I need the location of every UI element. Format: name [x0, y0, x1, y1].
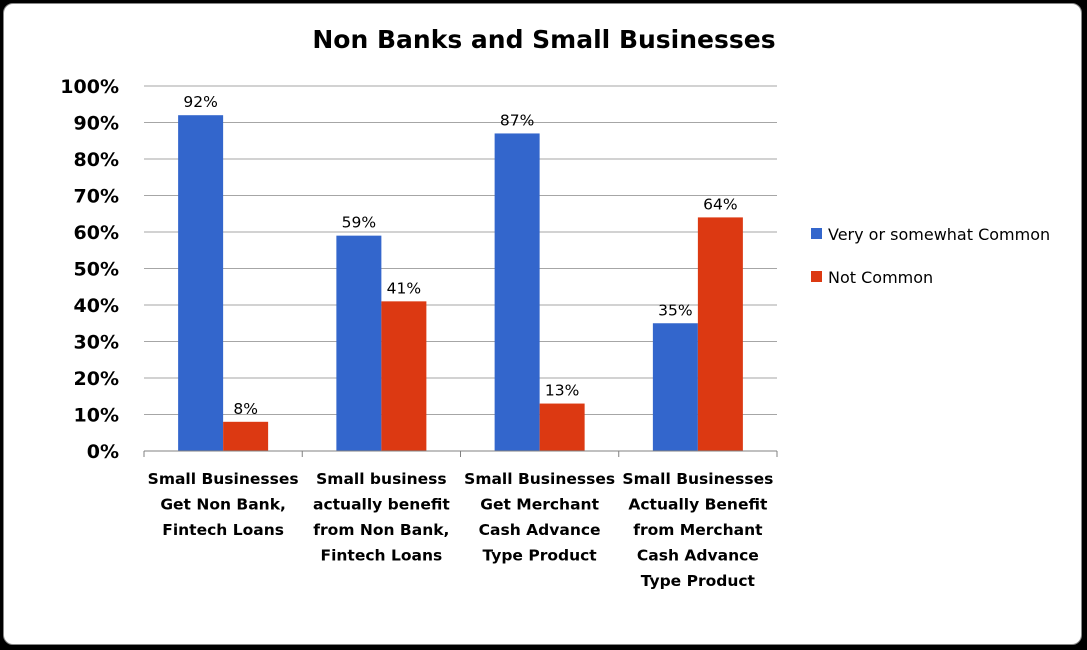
bar [539, 403, 585, 451]
data-label: 8% [233, 400, 258, 418]
bar [178, 115, 224, 451]
y-tick-label: 10% [74, 405, 119, 427]
data-label: 87% [500, 111, 534, 129]
y-axis: 0% 10% 20% 30% 40% 50% 60% 70% 80% 90% 100% [60, 76, 119, 463]
data-label: 64% [703, 195, 737, 213]
y-tick-label: 40% [74, 295, 119, 317]
bar [223, 421, 269, 451]
data-label: 92% [183, 93, 217, 111]
y-tick-label: 0% [87, 441, 119, 463]
bar [697, 217, 743, 451]
data-label: 59% [342, 214, 376, 232]
bars: 92% 8% 59% 41% 87% 13% 35% 64% [178, 93, 743, 451]
legend-label: Not Common [828, 268, 933, 287]
data-label: 13% [545, 382, 579, 400]
y-tick-label: 90% [74, 113, 119, 135]
chart-title: Non Banks and Small Businesses [312, 25, 775, 54]
bar [381, 301, 427, 451]
y-tick-label: 100% [60, 76, 119, 98]
legend-swatch [811, 271, 822, 282]
bar [336, 235, 382, 451]
x-category-label: Small Businesses Actually Benefit from Mer… [622, 470, 773, 590]
y-tick-label: 70% [74, 186, 119, 208]
data-label: 41% [387, 279, 421, 297]
x-category-label: Small Businesses Get Non Bank, Fintech Loa… [148, 470, 299, 539]
legend: Very or somewhat Common Not Common [811, 225, 1050, 287]
bar [494, 133, 540, 451]
y-tick-label: 20% [74, 368, 119, 390]
legend-swatch [811, 228, 822, 239]
x-axis: Small Businesses Get Non Bank, Fintech Loa… [143, 450, 778, 590]
y-tick-label: 60% [74, 222, 119, 244]
bar [652, 323, 698, 451]
data-label: 35% [658, 301, 692, 319]
x-category-label: Small Businesses Get Merchant Cash Advance… [464, 470, 615, 565]
legend-label: Very or somewhat Common [828, 225, 1050, 244]
y-tick-label: 30% [74, 332, 119, 354]
y-tick-label: 80% [74, 149, 119, 171]
y-tick-label: 50% [74, 259, 119, 281]
x-category-label: Small business actually benefit from Non B… [313, 470, 450, 565]
